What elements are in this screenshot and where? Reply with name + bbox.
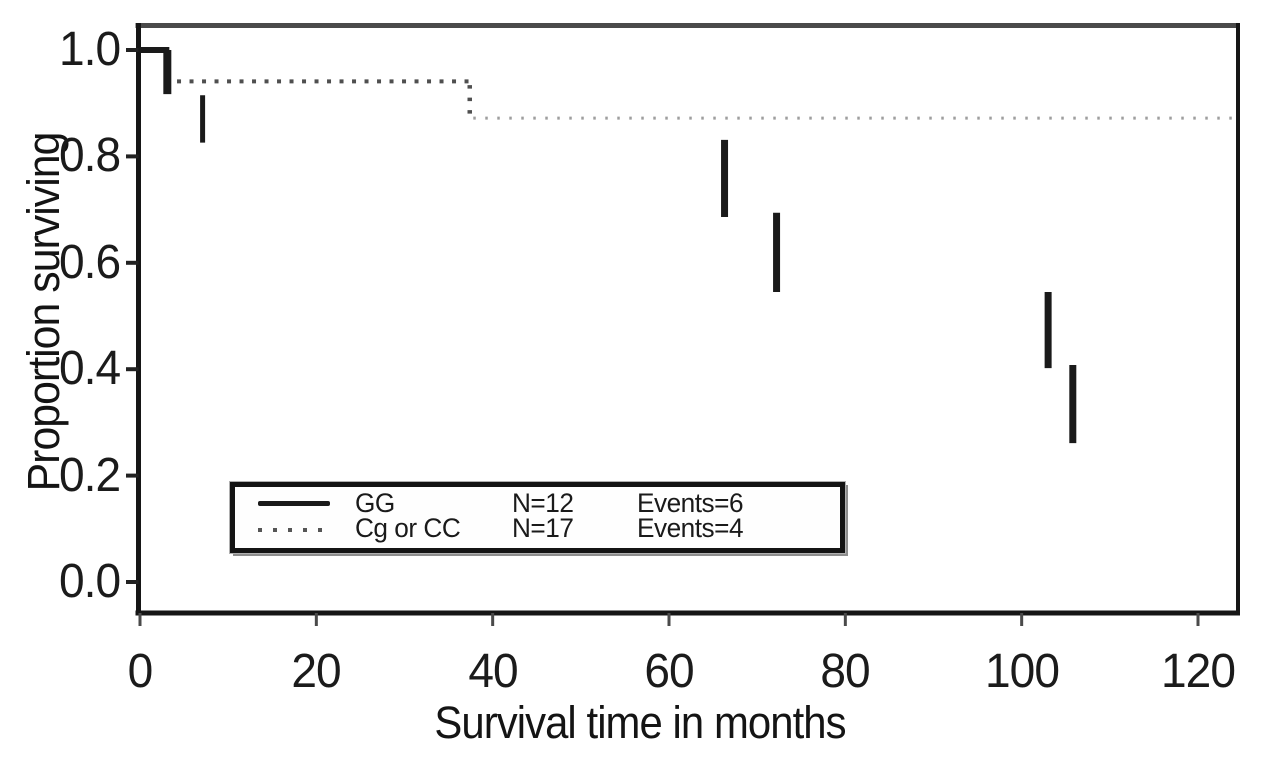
x-tick-label: 120: [1160, 645, 1236, 698]
legend-events-value: Events=4: [637, 513, 744, 543]
legend-series-label: GG: [355, 488, 395, 518]
x-tick-label: 80: [820, 645, 871, 698]
y-tick-label: 0.2: [59, 448, 121, 502]
y-tick-label: 0.4: [59, 342, 121, 396]
x-tick-label: 40: [467, 645, 518, 698]
dotted-line-swatch-icon: [258, 528, 330, 532]
y-tick-label: 0.6: [59, 235, 121, 289]
legend-events-value: Events=6: [637, 488, 744, 518]
x-tick-label: 100: [984, 645, 1060, 698]
solid-line-swatch-icon: [258, 501, 330, 506]
legend-n-value: N=12: [512, 488, 574, 518]
legend-box: GG N=12 Events=6 Cg or CC N=17 Events=4: [229, 481, 846, 554]
x-tick-label: 0: [127, 645, 154, 698]
y-tick-label: 1.0: [59, 23, 121, 76]
legend-series-label: Cg or CC: [355, 513, 461, 543]
legend-n-value: N=17: [512, 513, 574, 543]
y-axis-title: Proportion surviving: [18, 132, 69, 492]
y-tick-label: 0.8: [59, 129, 121, 183]
legend-row-cg-cc: Cg or CC N=17 Events=4: [235, 513, 840, 543]
legend-row-gg: GG N=12 Events=6: [235, 488, 840, 518]
x-axis-title: Survival time in months: [434, 697, 846, 748]
x-tick-label: 20: [291, 645, 342, 698]
x-tick-label: 60: [644, 645, 694, 698]
y-tick-label: 0.0: [59, 555, 121, 608]
